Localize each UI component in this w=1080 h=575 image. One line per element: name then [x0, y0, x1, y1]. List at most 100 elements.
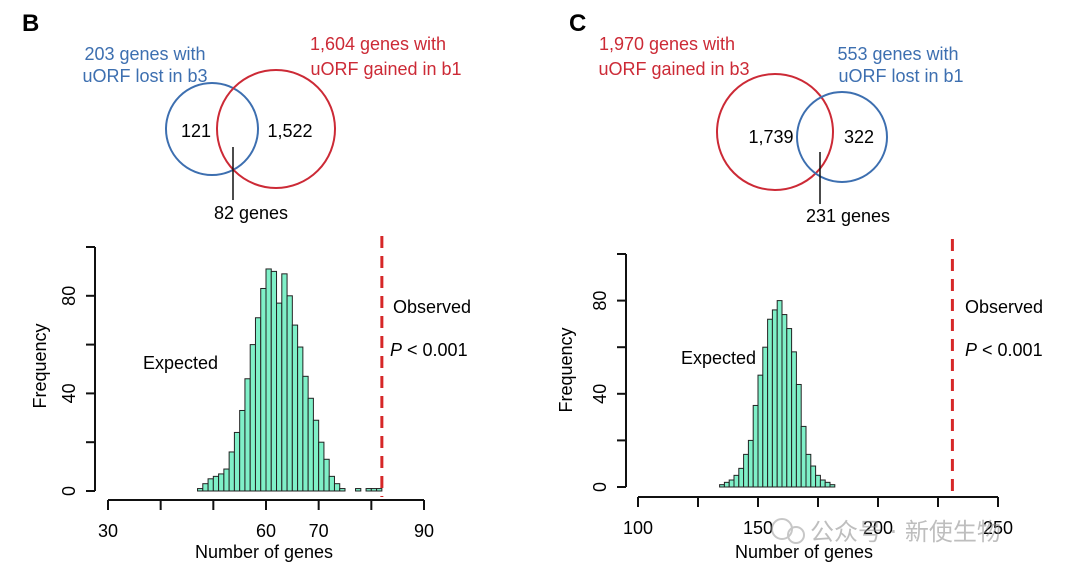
p-value: P < 0.001: [965, 340, 1043, 360]
histogram-bar: [312, 419, 320, 492]
histogram-bar: [800, 425, 807, 488]
observed-label: Observed: [393, 297, 471, 317]
histogram-bar: [781, 314, 788, 488]
panel-c: C 1,970 genes with uORF gained in b3 553…: [556, 10, 1043, 562]
histogram-bar: [218, 473, 225, 492]
histogram-bar: [328, 475, 335, 492]
histogram-bar: [323, 458, 330, 492]
histogram-b: 30 60 70 90 0 40 80 Expected Observed P < 0.00…: [30, 236, 471, 562]
y-tick-label: 40: [59, 383, 79, 403]
y-tick-label: 40: [590, 384, 610, 404]
histogram-bar: [786, 328, 793, 488]
venn-right-label-line1: 1,604 genes with: [310, 34, 446, 54]
p-symbol: P: [390, 340, 402, 360]
bars: [197, 268, 383, 492]
histogram-c: 100 150 200 250 0 40 80 Expected Observed P < …: [556, 239, 1043, 562]
histogram-bar: [265, 268, 272, 492]
venn-left-label-line2: uORF gained in b3: [598, 59, 749, 79]
histogram-bar: [244, 378, 251, 492]
y-tick-label: 80: [59, 286, 79, 306]
wechat-icon-bubble: [787, 526, 805, 544]
bars: [719, 300, 836, 488]
p-value: P < 0.001: [390, 340, 468, 360]
y-axis-label: Frequency: [556, 327, 576, 412]
histogram-bar: [233, 431, 241, 492]
x-axis-label: Number of genes: [735, 542, 873, 562]
histogram-bar: [207, 478, 214, 492]
histogram-bar: [286, 295, 293, 492]
histogram-bar: [819, 479, 826, 488]
histogram-bar: [743, 453, 749, 488]
watermark-text: 公众号 · 新使生物: [810, 518, 1001, 546]
x-tick-label: 30: [98, 521, 118, 541]
venn-left-circle: [165, 82, 259, 176]
x-tick-label: 150: [743, 518, 773, 538]
histogram-bar: [197, 488, 204, 492]
venn-diagram: 1,970 genes with uORF gained in b3 553 g…: [598, 34, 963, 226]
histogram-bar: [824, 481, 831, 488]
observed-label: Observed: [965, 297, 1043, 317]
venn-right-label-line2: uORF lost in b1: [838, 66, 963, 86]
expected-label: Expected: [681, 348, 756, 368]
venn-left-label-line2: uORF lost in b3: [82, 66, 207, 86]
x-tick-label: 60: [256, 521, 276, 541]
histogram-bar: [339, 488, 346, 492]
histogram-bar: [260, 287, 267, 492]
expected-label: Expected: [143, 353, 218, 373]
x-tick-label: 250: [983, 518, 1013, 538]
histogram-bar: [757, 374, 764, 488]
venn-left-count: 121: [181, 121, 211, 141]
x-tick-label: 70: [309, 521, 329, 541]
histogram-bar: [376, 488, 383, 492]
histogram-bar: [291, 324, 299, 492]
histogram-bar: [762, 346, 769, 488]
histogram-bar: [239, 409, 246, 492]
x-axis-label: Number of genes: [195, 542, 333, 562]
histogram-bar: [728, 479, 735, 488]
venn-left-circle: [716, 73, 834, 191]
histogram-bar: [733, 474, 740, 488]
histogram-bar: [815, 474, 821, 488]
histogram-bar: [767, 318, 773, 488]
histogram-bar: [365, 488, 372, 492]
venn-left-label-line1: 203 genes with: [84, 44, 205, 64]
venn-left-count: 1,739: [748, 127, 793, 147]
histogram-bar: [791, 351, 797, 488]
axes: 30 60 70 90 0 40 80: [59, 246, 434, 541]
histogram-bar: [795, 383, 802, 488]
watermark: 公众号 · 新使生物: [771, 518, 1001, 546]
histogram-bar: [370, 488, 378, 492]
venn-right-count: 1,522: [267, 121, 312, 141]
histogram-bar: [307, 397, 314, 492]
p-rest: < 0.001: [977, 340, 1043, 360]
venn-right-label-line1: 553 genes with: [837, 44, 958, 64]
histogram-bar: [223, 468, 230, 492]
histogram-bar: [212, 475, 220, 492]
x-tick-label: 100: [623, 518, 653, 538]
histogram-bar: [719, 484, 725, 488]
histogram-bar: [302, 375, 309, 492]
histogram-bar: [202, 483, 209, 492]
venn-right-count: 322: [844, 127, 874, 147]
venn-diagram: 203 genes with uORF lost in b3 1,604 gen…: [82, 34, 461, 223]
histogram-bar: [829, 484, 836, 488]
histogram-bar: [752, 404, 759, 488]
y-tick-label: 80: [590, 291, 610, 311]
venn-right-circle: [796, 91, 888, 183]
p-symbol: P: [965, 340, 977, 360]
histogram-bar: [771, 309, 778, 488]
histogram-bar: [228, 451, 235, 492]
panel-letter: B: [22, 10, 39, 37]
panel-b: B 203 genes with uORF lost in b3 1,604 g…: [22, 10, 471, 562]
histogram-bar: [297, 346, 304, 492]
venn-left-label-line1: 1,970 genes with: [599, 34, 735, 54]
histogram-bar: [281, 273, 288, 492]
histogram-bar: [723, 481, 730, 488]
venn-overlap-label: 82 genes: [214, 203, 288, 223]
x-tick-label: 90: [414, 521, 434, 541]
histogram-bar: [333, 483, 341, 492]
histogram-bar: [805, 453, 812, 488]
histogram-bar: [776, 300, 783, 488]
x-tick-label: 200: [863, 518, 893, 538]
